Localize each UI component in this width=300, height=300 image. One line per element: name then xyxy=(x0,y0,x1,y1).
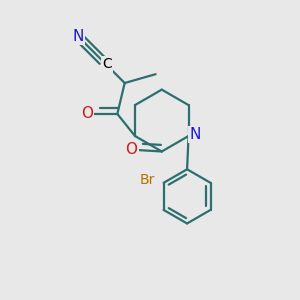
Text: C: C xyxy=(102,58,112,71)
Text: O: O xyxy=(81,106,93,122)
Text: O: O xyxy=(125,142,137,158)
Text: N: N xyxy=(189,127,201,142)
Text: N: N xyxy=(72,29,84,44)
Text: Br: Br xyxy=(140,173,155,187)
